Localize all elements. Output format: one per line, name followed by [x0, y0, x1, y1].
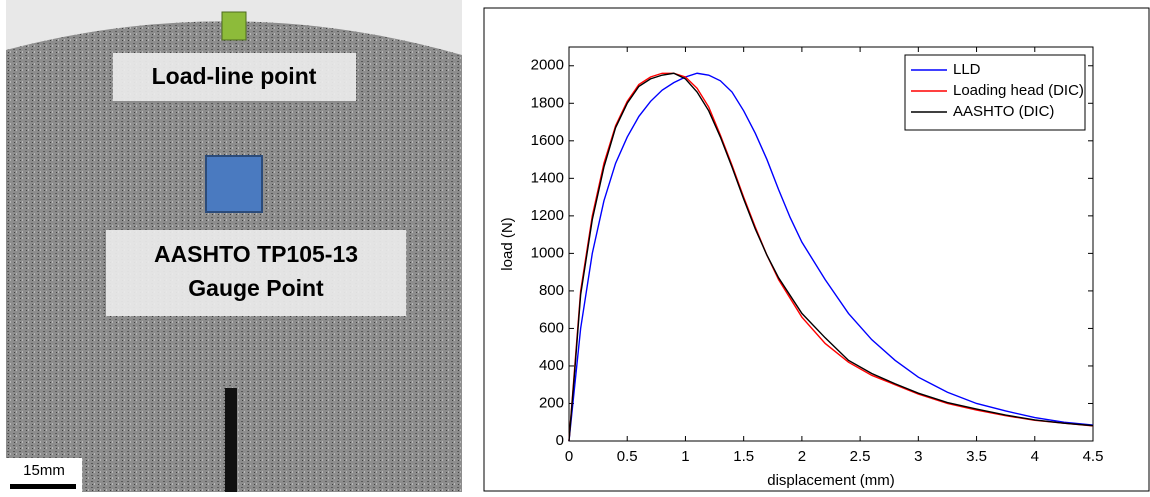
y-tick-label: 1400: [531, 169, 564, 186]
specimen-photo: Load-line point AASHTO TP105-13 Gauge Po…: [6, 0, 462, 492]
y-tick-label: 1000: [531, 244, 564, 261]
x-tick-label: 2: [798, 448, 806, 465]
y-tick-label: 0: [556, 432, 564, 449]
load-line-marker: [221, 11, 247, 41]
y-tick-label: 800: [539, 282, 564, 299]
load-line-label: Load-line point: [152, 63, 317, 89]
y-tick-label: 200: [539, 394, 564, 411]
y-tick-label: 1600: [531, 132, 564, 149]
scale-label: 15mm: [23, 462, 65, 479]
notch: [225, 388, 237, 492]
y-tick-label: 1200: [531, 207, 564, 224]
x-tick-label: 3: [914, 448, 922, 465]
label-box: [113, 53, 356, 101]
x-tick-label: 0.5: [617, 448, 638, 465]
x-tick-label: 1: [681, 448, 689, 465]
scale-bar: [10, 484, 76, 489]
y-tick-label: 2000: [531, 57, 564, 74]
gauge-label: Gauge Point: [188, 275, 324, 301]
y-tick-label: 400: [539, 357, 564, 374]
legend: LLD Loading head (DIC) AASHTO (DIC): [904, 54, 1086, 131]
label-box: [106, 230, 406, 316]
x-tick-label: 4: [1031, 448, 1039, 465]
legend-label: AASHTO (DIC): [953, 103, 1054, 120]
line-series: [568, 72, 1094, 442]
gauge-marker: [205, 155, 263, 213]
x-tick-label: 2.5: [850, 448, 871, 465]
chart: 0 200 400 600 800 1000 1200 1400 1600 1800 2000 0 0.…: [499, 46, 1104, 489]
x-tick-label: 3.5: [966, 448, 987, 465]
x-axis-label: displacement (mm): [767, 472, 895, 489]
y-tick-label: 600: [539, 319, 564, 336]
y-tick-label: 1800: [531, 94, 564, 111]
legend-label: Loading head (DIC): [953, 82, 1084, 99]
y-axis-label: load (N): [499, 217, 516, 270]
x-tick-label: 0: [565, 448, 573, 465]
legend-label: LLD: [953, 61, 981, 78]
x-tick-label: 1.5: [733, 448, 754, 465]
line-series: [568, 72, 1094, 442]
x-tick-label: 4.5: [1083, 448, 1104, 465]
legend-box: [904, 54, 1086, 131]
gauge-label: AASHTO TP105-13: [154, 241, 358, 267]
